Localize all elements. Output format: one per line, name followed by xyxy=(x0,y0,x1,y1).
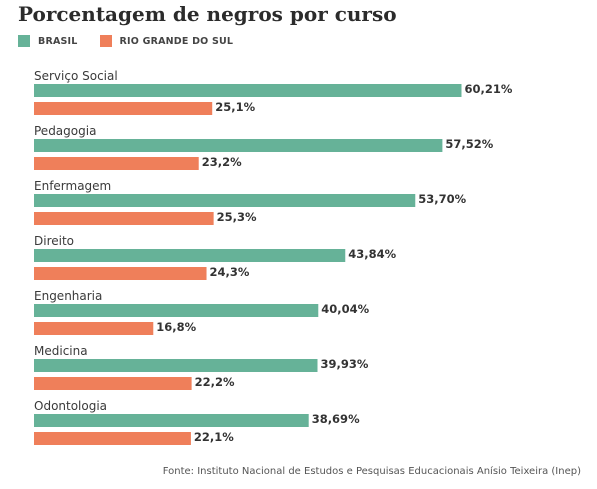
value-label-rio-grande-do-sul-enfermagem: 25,3% xyxy=(217,210,257,224)
bar-rio-grande-do-sul-direito xyxy=(34,267,207,280)
bar-brasil-engenharia xyxy=(34,304,319,317)
value-label-rio-grande-do-sul-odontologia: 22,1% xyxy=(194,430,234,444)
bar-rio-grande-do-sul-medicina xyxy=(34,377,192,390)
value-label-brasil-engenharia: 40,04% xyxy=(321,302,369,316)
bar-brasil-odontologia xyxy=(34,414,309,427)
category-label-odontologia: Odontologia xyxy=(34,399,107,413)
value-label-brasil-servico-social: 60,21% xyxy=(464,82,512,96)
legend-swatch-brasil xyxy=(18,35,30,47)
source-note: Fonte: Instituto Nacional de Estudos e P… xyxy=(162,466,581,477)
value-label-rio-grande-do-sul-servico-social: 25,1% xyxy=(215,100,255,114)
bar-rio-grande-do-sul-enfermagem xyxy=(34,212,214,225)
bar-brasil-medicina xyxy=(34,359,318,372)
legend: BRASIL RIO GRANDE DO SUL xyxy=(18,34,255,48)
category-label-direito: Direito xyxy=(34,234,74,248)
value-label-rio-grande-do-sul-engenharia: 16,8% xyxy=(156,320,196,334)
value-label-rio-grande-do-sul-pedagogia: 23,2% xyxy=(202,155,242,169)
legend-label-brasil: BRASIL xyxy=(38,35,78,47)
value-label-rio-grande-do-sul-medicina: 22,2% xyxy=(195,375,235,389)
bar-rio-grande-do-sul-odontologia xyxy=(34,432,191,445)
value-label-brasil-medicina: 39,93% xyxy=(321,357,369,371)
chart-title: Porcentagem de negros por curso xyxy=(18,2,397,26)
legend-item-brasil: BRASIL xyxy=(18,35,78,47)
category-label-engenharia: Engenharia xyxy=(34,289,102,303)
legend-swatch-rio-grande-do-sul xyxy=(99,35,112,47)
value-label-brasil-odontologia: 38,69% xyxy=(312,412,360,426)
legend-label-rio-grande-do-sul: RIO GRANDE DO SUL xyxy=(119,35,234,47)
value-label-brasil-enfermagem: 53,70% xyxy=(418,192,466,206)
category-label-servico-social: Serviço Social xyxy=(34,69,118,83)
category-label-medicina: Medicina xyxy=(34,344,88,358)
bar-rio-grande-do-sul-pedagogia xyxy=(34,157,199,170)
bar-brasil-enfermagem xyxy=(34,194,416,207)
legend-item-rio-grande-do-sul: RIO GRANDE DO SUL xyxy=(99,35,234,47)
bar-rio-grande-do-sul-engenharia xyxy=(34,322,154,335)
bar-brasil-servico-social xyxy=(34,84,462,97)
category-label-pedagogia: Pedagogia xyxy=(34,124,96,138)
category-label-enfermagem: Enfermagem xyxy=(34,179,111,193)
bar-brasil-direito xyxy=(34,249,346,262)
bar-rio-grande-do-sul-servico-social xyxy=(34,102,213,115)
value-label-brasil-direito: 43,84% xyxy=(348,247,396,261)
bar-brasil-pedagogia xyxy=(34,139,443,152)
value-label-brasil-pedagogia: 57,52% xyxy=(445,137,493,151)
value-label-rio-grande-do-sul-direito: 24,3% xyxy=(210,265,250,279)
